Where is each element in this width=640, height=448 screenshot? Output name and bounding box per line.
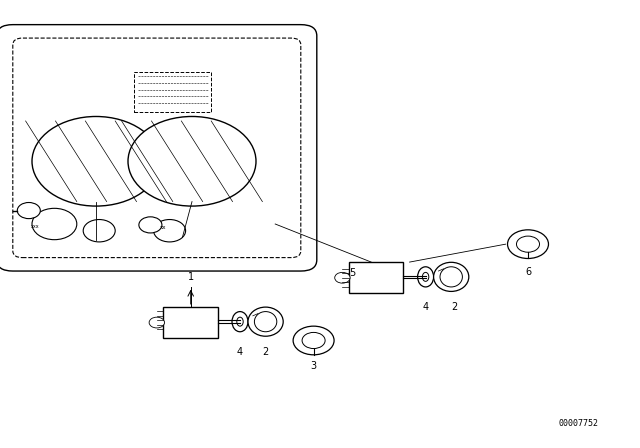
Ellipse shape xyxy=(232,312,248,332)
Circle shape xyxy=(154,220,186,242)
Bar xyxy=(163,307,218,338)
FancyBboxPatch shape xyxy=(13,38,301,258)
Circle shape xyxy=(83,220,115,242)
Circle shape xyxy=(32,208,77,240)
Text: 4: 4 xyxy=(237,347,243,357)
FancyBboxPatch shape xyxy=(0,25,317,271)
Circle shape xyxy=(128,116,256,206)
Ellipse shape xyxy=(422,272,429,281)
Text: 2: 2 xyxy=(451,302,458,312)
Bar xyxy=(134,72,211,112)
Bar xyxy=(349,262,403,293)
Ellipse shape xyxy=(237,317,243,326)
Ellipse shape xyxy=(254,312,276,332)
Text: 5: 5 xyxy=(349,268,355,278)
Ellipse shape xyxy=(248,307,283,336)
Text: xx: xx xyxy=(160,225,166,230)
Text: 1: 1 xyxy=(188,272,194,282)
Text: 6: 6 xyxy=(525,267,531,276)
Circle shape xyxy=(32,116,160,206)
Ellipse shape xyxy=(418,267,434,287)
Circle shape xyxy=(508,230,548,258)
Text: xxx: xxx xyxy=(31,224,40,229)
Circle shape xyxy=(149,317,164,328)
Circle shape xyxy=(17,202,40,219)
Circle shape xyxy=(139,217,162,233)
Circle shape xyxy=(335,272,350,283)
Circle shape xyxy=(516,236,540,252)
Circle shape xyxy=(293,326,334,355)
Ellipse shape xyxy=(434,263,468,292)
Circle shape xyxy=(302,332,325,349)
Text: 3: 3 xyxy=(310,361,317,370)
Text: 2: 2 xyxy=(262,347,269,357)
Ellipse shape xyxy=(440,267,462,287)
Text: 4: 4 xyxy=(422,302,429,312)
Text: 00007752: 00007752 xyxy=(559,419,598,428)
